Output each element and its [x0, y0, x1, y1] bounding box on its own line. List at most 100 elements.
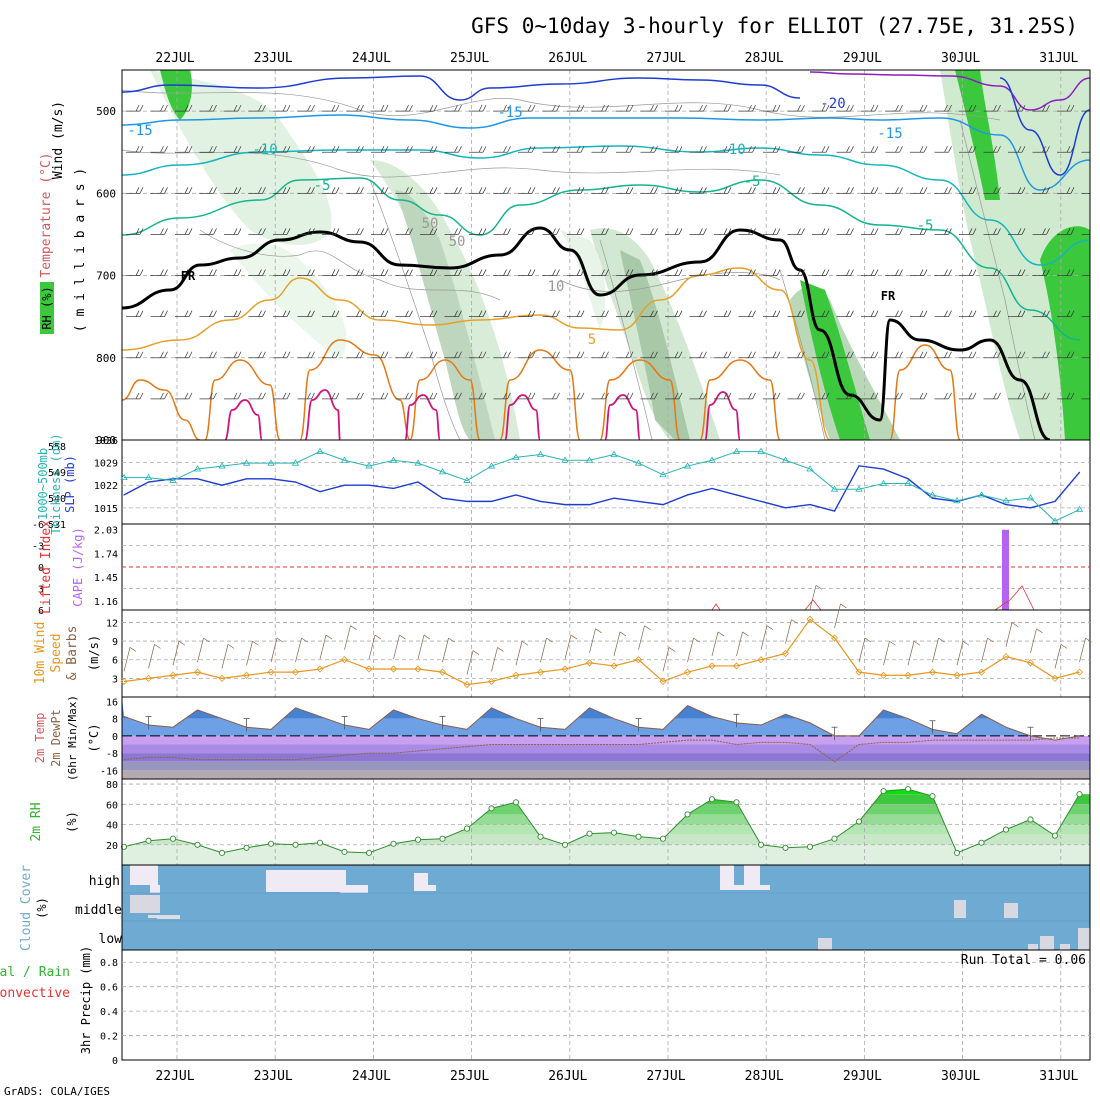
barb-feather [625, 351, 630, 358]
temperature-contour [404, 394, 441, 440]
wind-speed-point [487, 677, 496, 686]
wind-barb [248, 146, 266, 153]
barb-feather [993, 104, 997, 112]
wind-barb [591, 187, 609, 194]
wind-barb [910, 310, 928, 318]
barb-feather [874, 104, 879, 112]
barb-feather [748, 310, 752, 317]
barb-feather [1092, 228, 1095, 234]
barb-feather [997, 228, 1001, 235]
barb-feather [429, 351, 434, 358]
wind-speed-point [365, 665, 373, 673]
rh2m-label: 2m RH [29, 802, 44, 841]
barb-feather [311, 269, 315, 276]
slp-point [686, 494, 689, 496]
barb-feather [776, 351, 781, 358]
wind-barb [910, 392, 928, 400]
barb-feather [384, 351, 389, 358]
barb-feather [527, 392, 532, 400]
barb-shaft [956, 641, 964, 666]
barb-feather [580, 269, 585, 276]
barb-feather [944, 104, 948, 112]
rh-contour-line [369, 179, 461, 440]
temp-band [122, 753, 1090, 762]
rh-point [365, 849, 373, 856]
wind-barb [1057, 310, 1075, 318]
barb-feather [478, 269, 483, 276]
barb-feather [233, 310, 238, 317]
contour-label: FR [181, 269, 196, 283]
wind-barb [420, 228, 438, 235]
barb-feather [797, 351, 801, 358]
barb-feather [454, 351, 458, 358]
wind-barb [420, 104, 438, 112]
barb-feather [703, 392, 707, 400]
barb-feather [458, 104, 462, 112]
barb-feather [164, 392, 168, 400]
wind-barb [910, 187, 928, 194]
barb-feather [944, 351, 948, 358]
barb-feather [993, 392, 997, 400]
barb-feather [899, 228, 903, 235]
barb-feather [923, 269, 928, 276]
barb-feather [482, 392, 487, 400]
barb-feather [213, 310, 217, 317]
top-date-label: 29JUL [843, 51, 882, 66]
barb-feather [556, 269, 560, 276]
surface-wind-barb [123, 647, 137, 672]
barb-feather [188, 392, 193, 400]
wind-barb [469, 187, 487, 194]
wind-barb [420, 187, 438, 194]
wind-barb [591, 392, 609, 400]
barb-feather [699, 187, 703, 194]
barb-feather [874, 228, 879, 235]
wind-speed-point [585, 659, 594, 667]
wind-barb [689, 310, 707, 318]
barb-feather [846, 269, 850, 276]
temperature-label: Temperature (°C) [39, 152, 54, 277]
barb-feather [801, 228, 805, 235]
wind-barb [787, 187, 805, 194]
rh-contour-line [959, 119, 1036, 440]
barb-feather [531, 228, 536, 235]
barb-shaft [270, 638, 278, 663]
wind-barb [273, 146, 291, 153]
wind-barb [322, 104, 340, 112]
rh-point [1076, 791, 1083, 798]
barb-feather [576, 187, 581, 194]
contour-label: -10 [252, 142, 277, 158]
barb-feather [601, 104, 605, 112]
bottom-date-label: 30JUL [941, 1069, 980, 1084]
wind-speed-point [830, 634, 839, 642]
barb-feather [605, 310, 609, 317]
temp-line [123, 705, 1080, 741]
barb-feather [678, 392, 683, 400]
wind-barb [738, 310, 756, 318]
barb-feather [135, 146, 140, 153]
surface-wind-barb [809, 585, 823, 610]
barb-feather [938, 637, 945, 643]
rh-point [439, 835, 446, 842]
contour-label: 10 [548, 279, 565, 295]
slp-point [784, 507, 787, 509]
wind-barb [542, 187, 560, 194]
wind-barb [567, 146, 585, 153]
wind-speed-point [879, 671, 888, 679]
barb-feather [384, 104, 389, 112]
wind-barb [714, 187, 732, 194]
barb-feather [433, 228, 438, 235]
barb-feather [752, 146, 756, 153]
contour-label: -20 [820, 96, 845, 112]
thickness-label: 1000~500mb [36, 448, 50, 520]
wind-speed-point [536, 668, 545, 676]
barb-feather [1070, 104, 1075, 112]
temperature-contour [122, 267, 831, 440]
barb-feather [825, 310, 830, 317]
rh-point [120, 843, 128, 850]
barb-feather [1046, 310, 1050, 317]
barb-feather [213, 104, 217, 112]
cloud-cover-label: Cloud Cover [19, 865, 34, 951]
wind-barb [518, 310, 536, 318]
temp-band [122, 735, 1090, 745]
wind-barb [983, 146, 1001, 153]
